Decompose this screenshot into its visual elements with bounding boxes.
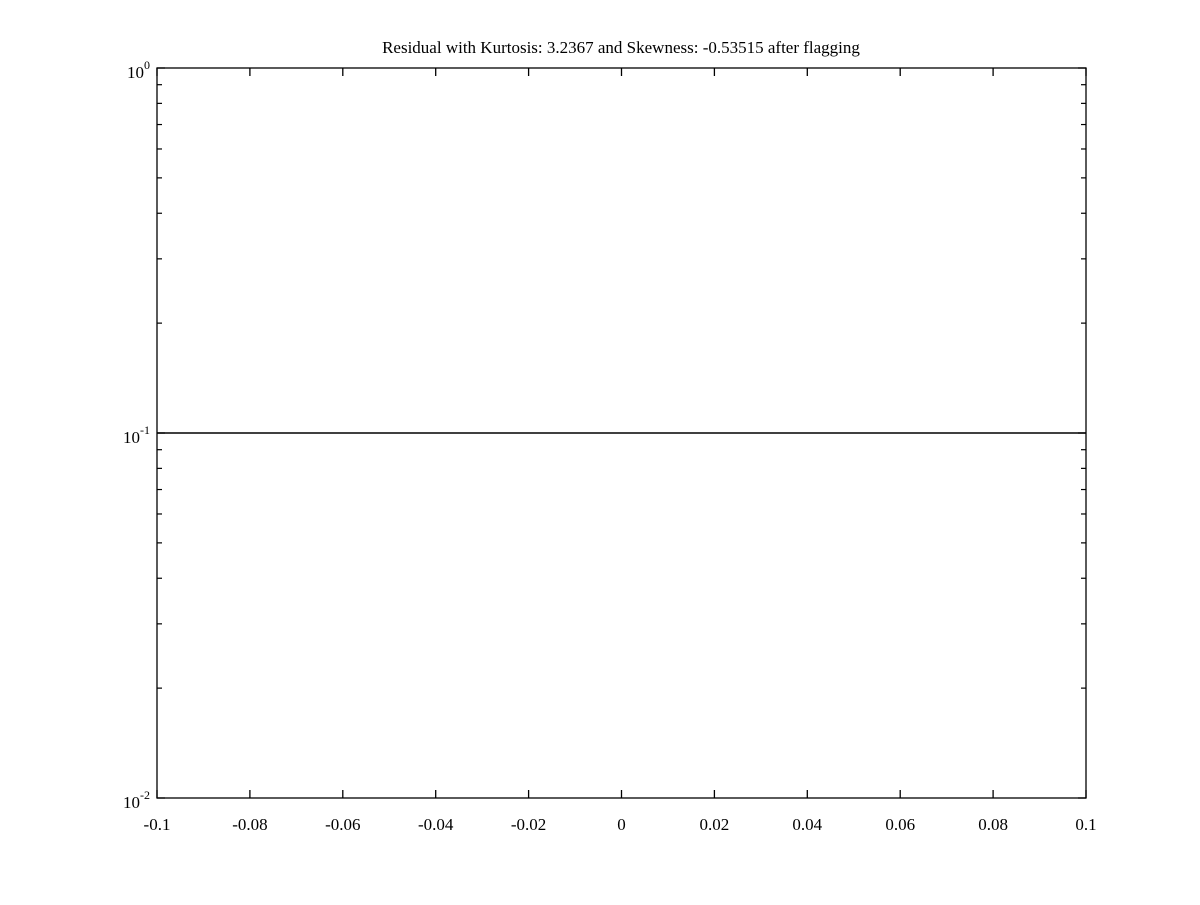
chart-title: Residual with Kurtosis: 3.2367 and Skewn… — [382, 38, 860, 57]
y-axis-tick-label: 100 — [127, 58, 150, 82]
x-axis-tick-label: 0.08 — [978, 815, 1008, 834]
y-axis-tick-label: 10-2 — [123, 788, 150, 812]
x-axis-tick-label: -0.1 — [144, 815, 171, 834]
x-axis-tick-label: 0.04 — [792, 815, 822, 834]
x-axis-tick-label: -0.06 — [325, 815, 360, 834]
x-axis-tick-label: 0 — [617, 815, 626, 834]
x-axis-tick-label: 0.02 — [700, 815, 730, 834]
x-axis-tick-label: -0.04 — [418, 815, 454, 834]
plot-area-border — [156, 67, 1087, 799]
x-axis-tick-label: 0.1 — [1075, 815, 1096, 834]
axis-tick-labels: -0.1 -0.08 -0.06 -0.04 -0.02 0 0.02 0.04 0.06 0.0… — [123, 58, 1097, 834]
x-axis-tick-label: -0.08 — [232, 815, 267, 834]
y-axis-minor-ticks — [157, 84, 1086, 689]
x-axis-tick-label: -0.02 — [511, 815, 546, 834]
y-axis-tick-label: 10-1 — [123, 423, 150, 447]
x-axis-tick-label: 0.06 — [885, 815, 915, 834]
